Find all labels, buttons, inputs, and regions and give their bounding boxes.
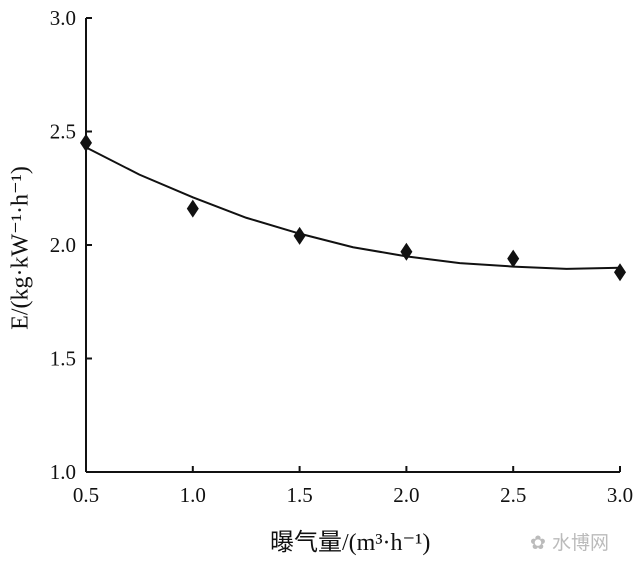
x-tick-label: 1.0	[180, 483, 206, 507]
y-tick-label: 1.0	[50, 460, 76, 484]
y-tick-label: 3.0	[50, 6, 76, 30]
y-tick-label: 1.5	[50, 347, 76, 371]
data-point	[186, 199, 199, 218]
x-tick-label: 1.5	[286, 483, 312, 507]
data-point	[293, 226, 306, 245]
x-tick-label: 2.5	[500, 483, 526, 507]
x-tick-label: 2.0	[393, 483, 419, 507]
data-point	[507, 249, 520, 268]
fit-line	[85, 146, 621, 270]
wechat-icon: ✿	[530, 532, 552, 554]
x-axis-label: 曝气量/(m³·h⁻¹)	[270, 530, 431, 556]
data-point	[80, 133, 92, 152]
y-tick-label: 2.5	[50, 120, 76, 144]
data-point	[400, 242, 413, 261]
x-tick-label: 0.5	[73, 483, 99, 507]
x-tick-label: 3.0	[607, 483, 633, 507]
y-tick-label: 2.0	[50, 233, 76, 257]
y-axis-label: E/(kg·kW⁻¹·h⁻¹)	[7, 166, 34, 330]
watermark: ✿ 水博网	[530, 532, 609, 554]
data-point	[614, 263, 626, 282]
